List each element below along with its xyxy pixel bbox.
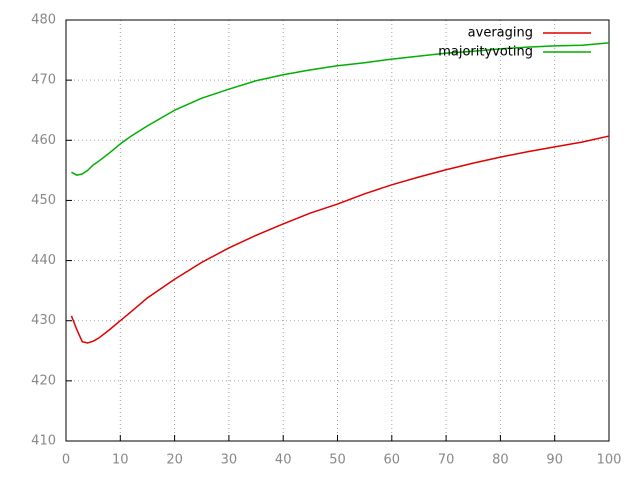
y-tick-label: 410 bbox=[31, 434, 56, 449]
plot-border bbox=[65, 19, 610, 442]
y-tick-label: 450 bbox=[31, 193, 56, 208]
y-tick-label: 420 bbox=[31, 373, 56, 388]
y-tick-label: 480 bbox=[31, 13, 56, 28]
series-line bbox=[71, 42, 610, 176]
x-tick-label: 30 bbox=[221, 453, 238, 468]
x-tick-label: 10 bbox=[112, 453, 129, 468]
x-tick-label: 100 bbox=[597, 453, 622, 468]
y-tick-label: 440 bbox=[31, 253, 56, 268]
x-tick-label: 0 bbox=[62, 453, 70, 468]
y-tick-label: 460 bbox=[31, 133, 56, 148]
series-line bbox=[70, 135, 610, 344]
x-tick-label: 60 bbox=[384, 453, 401, 468]
x-tick-label: 50 bbox=[329, 453, 346, 468]
legend-label: majorityvoting bbox=[438, 45, 533, 60]
legend-label: averaging bbox=[468, 26, 533, 41]
y-tick-label: 470 bbox=[31, 73, 56, 88]
x-tick-label: 20 bbox=[166, 453, 183, 468]
x-tick-label: 40 bbox=[275, 453, 292, 468]
x-tick-label: 80 bbox=[492, 453, 509, 468]
y-tick-label: 430 bbox=[31, 313, 56, 328]
x-tick-label: 70 bbox=[438, 453, 455, 468]
x-tick-label: 90 bbox=[546, 453, 563, 468]
